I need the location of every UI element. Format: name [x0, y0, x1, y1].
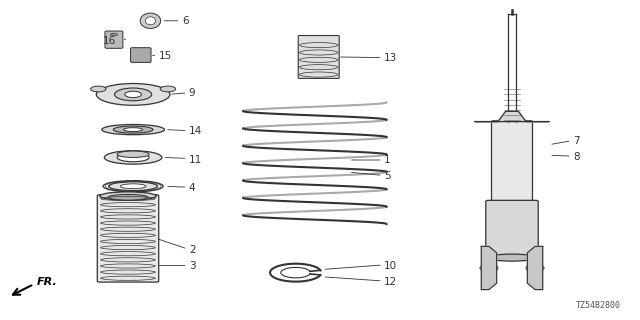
Text: 3: 3: [189, 261, 195, 271]
Text: 7: 7: [573, 136, 579, 146]
Polygon shape: [481, 246, 497, 290]
Text: 16: 16: [102, 36, 116, 46]
Ellipse shape: [110, 33, 118, 36]
Circle shape: [526, 264, 544, 273]
Ellipse shape: [100, 192, 156, 200]
Ellipse shape: [120, 184, 146, 189]
Ellipse shape: [140, 13, 161, 28]
Ellipse shape: [91, 86, 106, 92]
Text: 12: 12: [384, 276, 397, 287]
FancyBboxPatch shape: [486, 200, 538, 259]
Ellipse shape: [125, 91, 141, 98]
Text: 8: 8: [573, 152, 579, 162]
Ellipse shape: [102, 124, 164, 135]
FancyBboxPatch shape: [97, 195, 159, 282]
Text: FR.: FR.: [37, 277, 58, 287]
Text: 9: 9: [189, 88, 195, 98]
Ellipse shape: [115, 88, 152, 101]
FancyBboxPatch shape: [492, 121, 532, 247]
Text: 6: 6: [182, 16, 189, 26]
FancyBboxPatch shape: [105, 31, 123, 48]
Ellipse shape: [109, 182, 157, 191]
Ellipse shape: [113, 126, 153, 133]
Polygon shape: [527, 246, 543, 290]
Polygon shape: [475, 111, 549, 122]
Text: 13: 13: [384, 52, 397, 63]
Ellipse shape: [124, 128, 143, 132]
Text: 5: 5: [384, 171, 390, 181]
Ellipse shape: [108, 195, 148, 200]
Ellipse shape: [488, 254, 536, 261]
Ellipse shape: [160, 86, 175, 92]
Ellipse shape: [117, 151, 149, 157]
Ellipse shape: [104, 151, 162, 164]
FancyBboxPatch shape: [298, 36, 339, 78]
Text: 4: 4: [189, 183, 195, 193]
Text: TZ54B2800: TZ54B2800: [576, 301, 621, 310]
Text: 15: 15: [159, 51, 172, 61]
FancyBboxPatch shape: [131, 48, 151, 62]
Text: 10: 10: [384, 260, 397, 271]
Ellipse shape: [145, 17, 156, 25]
Text: 14: 14: [189, 126, 202, 136]
Text: 11: 11: [189, 155, 202, 165]
Text: 1: 1: [384, 155, 390, 165]
Circle shape: [480, 264, 498, 273]
Ellipse shape: [96, 84, 170, 105]
Text: 2: 2: [189, 244, 195, 255]
Ellipse shape: [117, 153, 149, 162]
